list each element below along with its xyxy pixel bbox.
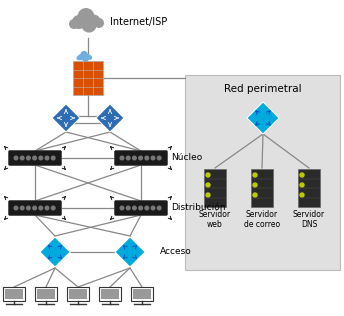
Polygon shape [247, 102, 279, 134]
Bar [185, 75, 340, 270]
Circle shape [206, 173, 210, 177]
Bar [204, 169, 226, 207]
Circle shape [51, 206, 55, 210]
Circle shape [20, 206, 24, 210]
FancyBboxPatch shape [115, 200, 168, 216]
Bar [73, 61, 103, 95]
Text: Distribución: Distribución [171, 204, 226, 212]
Circle shape [39, 206, 43, 210]
Circle shape [120, 156, 124, 160]
Circle shape [145, 206, 149, 210]
Circle shape [132, 156, 136, 160]
Circle shape [206, 183, 210, 187]
Circle shape [45, 156, 49, 160]
Polygon shape [40, 237, 70, 267]
Text: Acceso: Acceso [160, 247, 192, 257]
Bar [99, 287, 121, 301]
FancyBboxPatch shape [9, 150, 62, 166]
Circle shape [26, 206, 30, 210]
FancyBboxPatch shape [115, 150, 168, 166]
Bar [131, 287, 153, 301]
Bar [5, 289, 23, 299]
Circle shape [39, 156, 43, 160]
Circle shape [51, 156, 55, 160]
Circle shape [14, 206, 18, 210]
Circle shape [126, 156, 130, 160]
Circle shape [139, 206, 142, 210]
Circle shape [26, 156, 30, 160]
Circle shape [158, 156, 161, 160]
Text: Servidor
web: Servidor web [199, 210, 231, 229]
Bar [298, 169, 320, 207]
Circle shape [158, 206, 161, 210]
Polygon shape [96, 104, 124, 132]
Circle shape [45, 206, 49, 210]
Text: Servidor
de correo: Servidor de correo [244, 210, 280, 229]
Text: Núcleo: Núcleo [171, 154, 202, 162]
Bar [69, 289, 87, 299]
Bar [251, 169, 273, 207]
Circle shape [253, 173, 257, 177]
Bar [37, 289, 55, 299]
Bar [35, 287, 57, 301]
Circle shape [253, 193, 257, 197]
Circle shape [151, 156, 155, 160]
Circle shape [14, 156, 18, 160]
Bar [133, 289, 151, 299]
Circle shape [33, 206, 36, 210]
Circle shape [206, 193, 210, 197]
Circle shape [253, 183, 257, 187]
Circle shape [300, 193, 304, 197]
FancyBboxPatch shape [9, 200, 62, 216]
Bar [67, 287, 89, 301]
Circle shape [33, 156, 36, 160]
Circle shape [132, 206, 136, 210]
Circle shape [139, 156, 142, 160]
Circle shape [151, 206, 155, 210]
Circle shape [20, 156, 24, 160]
Circle shape [300, 173, 304, 177]
Bar [3, 287, 25, 301]
Polygon shape [52, 104, 80, 132]
Polygon shape [115, 237, 145, 267]
Text: Servidor
DNS: Servidor DNS [293, 210, 325, 229]
Circle shape [145, 156, 149, 160]
Text: Red perimetral: Red perimetral [224, 84, 301, 94]
Circle shape [120, 206, 124, 210]
Circle shape [126, 206, 130, 210]
Circle shape [300, 183, 304, 187]
Text: Internet/ISP: Internet/ISP [110, 17, 167, 27]
Bar [101, 289, 119, 299]
